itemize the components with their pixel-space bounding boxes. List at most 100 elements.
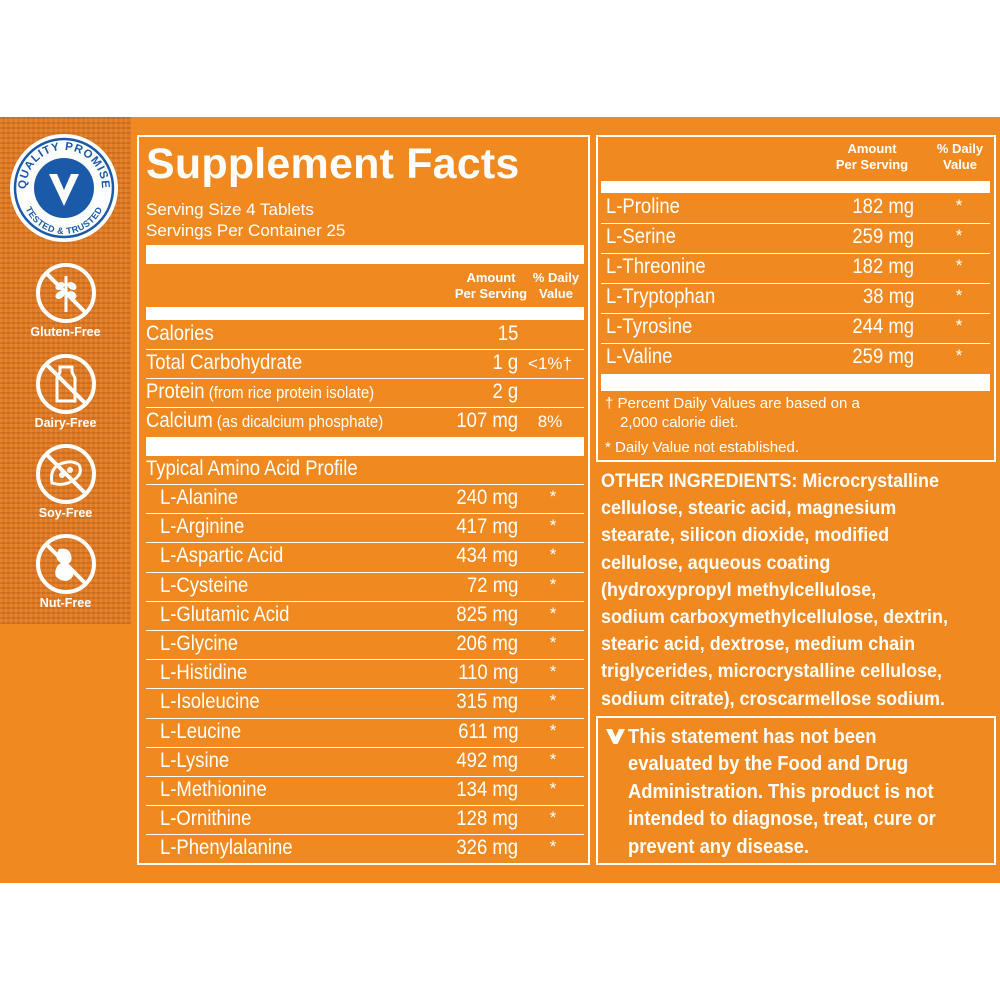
amino-dv: * (549, 721, 557, 740)
thick-divider (601, 181, 990, 193)
nutrient-qualifier: (from rice protein isolate) (204, 383, 375, 402)
row-divider (146, 659, 584, 660)
amino-amount: 206 mg (456, 632, 518, 655)
amino-amount: 240 mg (456, 486, 518, 509)
nutrient-amount: 1 g (492, 351, 518, 374)
row-divider (146, 378, 584, 379)
amino-amount: 38 mg (862, 285, 914, 308)
dairy-free-icon (35, 354, 96, 414)
row-divider (146, 484, 584, 485)
amino-dv: * (955, 196, 963, 215)
amino-name: L-Cysteine (160, 574, 249, 597)
footnote-star: * Daily Value not established. (605, 439, 800, 456)
amino-name: L-Valine (606, 345, 673, 368)
thick-divider (146, 245, 584, 264)
nutrient-label: Calories (146, 322, 214, 345)
other-ingredients-label: OTHER INGREDIENTS: (601, 470, 798, 492)
label-background (0, 117, 1000, 883)
ingredients-line: cellulose, stearic acid, magnesium (601, 497, 897, 520)
fda-line: Administration. This product is not (628, 780, 934, 803)
amino-name: L-Ornithine (160, 807, 252, 830)
ingredients-line: (hydroxypropyl methylcellulose, (601, 578, 877, 601)
soy-free-icon (35, 444, 96, 504)
amino-dv: * (549, 837, 557, 856)
amino-dv: * (549, 808, 557, 827)
row-divider (601, 283, 990, 284)
amino-amount: 825 mg (456, 603, 518, 626)
claim-label: Nut-Free (39, 596, 92, 610)
dv-header-line: % Daily (936, 141, 984, 156)
amino-amount: 492 mg (456, 749, 518, 772)
claim-nut-free: Nut-Free (0, 533, 131, 610)
amino-name: L-Arginine (160, 515, 245, 538)
row-divider (146, 513, 584, 514)
dv-header-right: % Daily Value (930, 141, 990, 173)
amino-name: L-Lysine (160, 749, 230, 772)
thick-divider (146, 437, 584, 456)
amino-amount: 72 mg (466, 574, 518, 597)
servings-per-container: Servings Per Container 25 (146, 221, 346, 240)
ingredients-line: triglycerides, microcrystalline cellulos… (601, 660, 943, 683)
amino-amount: 128 mg (456, 807, 518, 830)
claim-label: Dairy-Free (34, 416, 97, 430)
amino-dv: * (549, 662, 557, 681)
amino-amount: 134 mg (456, 778, 518, 801)
amino-name: L-Glutamic Acid (160, 603, 290, 626)
supplement-facts-continued-panel (596, 135, 996, 462)
amino-amount: 244 mg (852, 315, 914, 338)
amino-amount: 434 mg (456, 544, 518, 567)
nutrient-name: Protein (from rice protein isolate) (146, 380, 374, 404)
row-divider (146, 776, 584, 777)
amount-header-line: Per Serving (835, 157, 909, 172)
ingredients-line: Microcrystalline (797, 470, 939, 492)
nut-free-icon (35, 534, 96, 594)
amino-name: L-Tryptophan (606, 285, 716, 308)
nutrient-amount: 15 (497, 322, 518, 345)
row-divider (146, 834, 584, 835)
amino-name: L-Tyrosine (606, 315, 693, 338)
amount-header-line: Amount (466, 270, 516, 285)
nutrient-label: Protein (146, 380, 205, 403)
claim-soy-free: Soy-Free (0, 443, 131, 520)
amino-amount: 182 mg (852, 255, 914, 278)
dv-header-line: % Daily (532, 270, 580, 285)
amount-header-line: Per Serving (454, 286, 528, 301)
fda-statement: This statement has not been evaluated by… (628, 724, 936, 861)
row-divider (146, 349, 584, 350)
amino-dv: * (549, 545, 557, 564)
nutrient-name: Calcium (as dicalcium phosphate) (146, 409, 383, 433)
fda-line: prevent any disease. (628, 835, 810, 858)
amino-name: L-Leucine (160, 720, 242, 743)
row-divider (601, 253, 990, 254)
amino-dv: * (955, 256, 963, 275)
amino-dv: * (549, 575, 557, 594)
amino-name: L-Histidine (160, 661, 248, 684)
amino-amount: 417 mg (456, 515, 518, 538)
ingredients-line: cellulose, aqueous coating (601, 551, 831, 574)
amino-amount: 315 mg (456, 690, 518, 713)
v-check-icon (606, 729, 625, 744)
amount-header-line: Amount (847, 141, 897, 156)
amino-name: L-Proline (606, 195, 680, 218)
nutrient-label: Calcium (146, 409, 213, 432)
row-divider (146, 688, 584, 689)
amino-amount: 182 mg (852, 195, 914, 218)
amino-dv: * (955, 346, 963, 365)
dv-header: % Daily Value (528, 270, 584, 302)
nutrient-amount: 107 mg (456, 409, 518, 432)
facts-title: Supplement Facts (146, 140, 520, 188)
amino-name: L-Aspartic Acid (160, 544, 284, 567)
row-divider (146, 718, 584, 719)
amino-amount: 110 mg (457, 661, 518, 684)
amount-header: Amount Per Serving (446, 270, 536, 302)
amino-dv: * (549, 516, 557, 535)
ingredients-line: stearic acid, dextrose, medium chain (601, 633, 916, 656)
amino-name: L-Glycine (160, 632, 239, 655)
amino-amount: 611 mg (457, 720, 518, 743)
amino-dv: * (549, 633, 557, 652)
claim-dairy-free: Dairy-Free (0, 353, 131, 430)
nutrient-dv: 8% (537, 412, 563, 431)
row-divider (601, 313, 990, 314)
row-divider (146, 747, 584, 748)
amino-name: L-Methionine (160, 778, 267, 801)
